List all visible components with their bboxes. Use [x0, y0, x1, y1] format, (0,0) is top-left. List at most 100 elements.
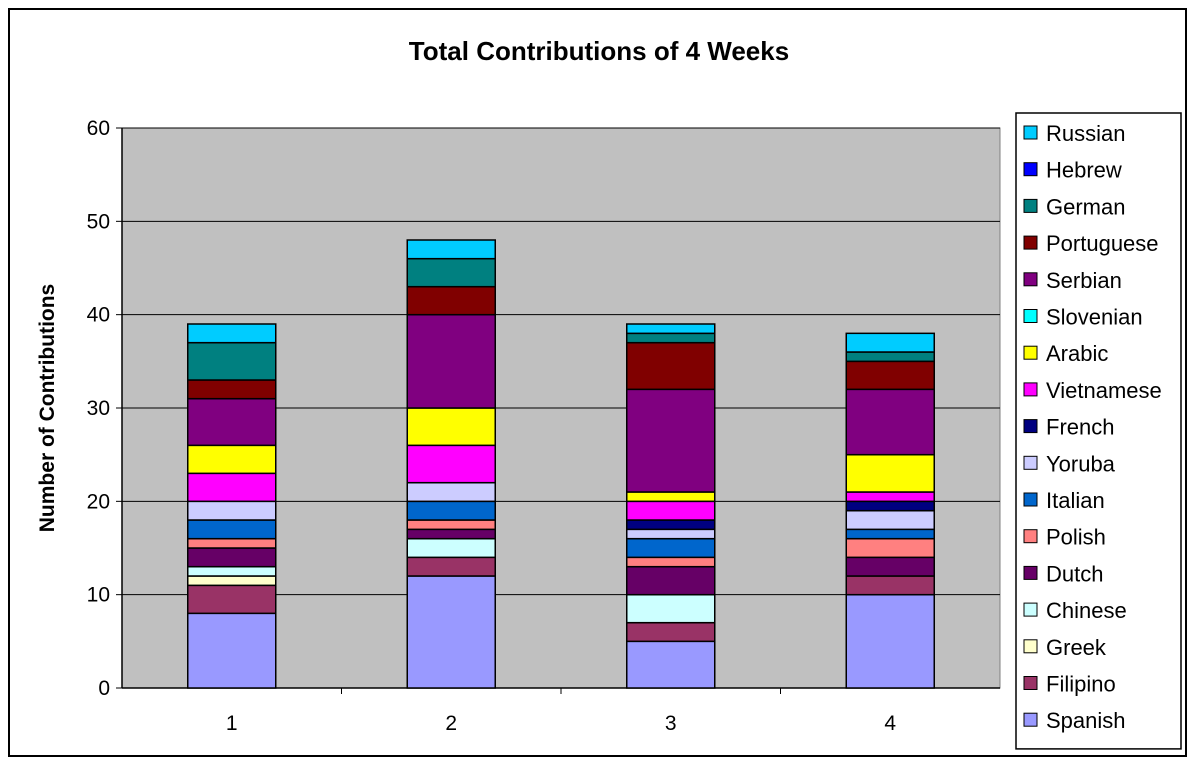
x-tick-label: 3 — [665, 712, 677, 735]
y-tick-label: 30 — [87, 397, 110, 420]
bar-segment-polish-week-4 — [845, 537, 935, 559]
legend-swatch-russian — [1023, 125, 1038, 140]
legend-swatch-chinese — [1023, 602, 1038, 617]
bar-segment-polish-week-3 — [626, 556, 716, 568]
bar-segment-spanish-week-4 — [845, 593, 935, 689]
legend-box — [1015, 112, 1182, 750]
bar-segment-arabic-week-3 — [626, 491, 716, 503]
bar-segment-filipino-week-1 — [187, 584, 277, 615]
bar-segment-german-week-2 — [406, 257, 496, 288]
legend-swatch-italian — [1023, 492, 1038, 507]
bar-segment-arabic-week-1 — [187, 444, 277, 475]
bar-segment-german-week-4 — [845, 351, 935, 363]
bar-segment-yoruba-week-4 — [845, 509, 935, 531]
bar-segment-spanish-week-3 — [626, 640, 716, 689]
y-tick-label: 40 — [87, 304, 110, 327]
bar-segment-dutch-week-3 — [626, 565, 716, 596]
legend-swatch-vietnamese — [1023, 382, 1038, 397]
bar-segment-filipino-week-2 — [406, 556, 496, 577]
bar-segment-yoruba-week-1 — [187, 500, 277, 521]
bar-segment-dutch-week-4 — [845, 556, 935, 577]
bar-segment-arabic-week-4 — [845, 453, 935, 493]
bar-segment-portuguese-week-3 — [626, 341, 716, 391]
y-tick-label: 10 — [87, 584, 110, 607]
bar-segment-filipino-week-4 — [845, 575, 935, 596]
bar-segment-italian-week-3 — [626, 537, 716, 559]
legend-label-chinese: Chinese — [1046, 598, 1127, 623]
bar-segment-portuguese-week-1 — [187, 379, 277, 400]
x-tick-label: 4 — [884, 712, 896, 735]
bar-segment-russian-week-3 — [626, 323, 716, 335]
legend-label-dutch: Dutch — [1046, 561, 1103, 586]
legend-swatch-yoruba — [1023, 455, 1038, 470]
legend-swatch-filipino — [1023, 676, 1038, 690]
bar-segment-chinese-week-3 — [626, 593, 716, 624]
legend-label-arabic: Arabic — [1046, 341, 1108, 366]
bar-segment-italian-week-2 — [406, 500, 496, 521]
y-tick-label: 50 — [87, 210, 110, 233]
x-tick-label: 1 — [226, 712, 238, 735]
bar-segment-vietnamese-week-3 — [626, 500, 716, 521]
bar-segment-french-week-4 — [845, 500, 935, 512]
bar-segment-chinese-week-1 — [187, 565, 277, 577]
legend-swatch-hebrew — [1023, 162, 1038, 177]
plot-area: 0 10 20 30 40 50 60 1 2 3 4 — [87, 117, 1001, 735]
legend-label-polish: Polish — [1046, 525, 1106, 550]
legend-swatch-serbian — [1023, 272, 1038, 287]
legend-swatch-spanish — [1023, 712, 1038, 727]
bar-segment-german-week-1 — [187, 341, 277, 381]
bar-segment-russian-week-4 — [845, 332, 935, 353]
legend-swatch-german — [1023, 198, 1038, 213]
legend-label-french: French — [1046, 415, 1114, 440]
bar-segment-arabic-week-2 — [406, 407, 496, 447]
bar-segment-polish-week-1 — [187, 537, 277, 549]
bar-segment-serbian-week-1 — [187, 397, 277, 447]
y-tick-label: 20 — [87, 490, 110, 513]
legend-label-filipino: Filipino — [1046, 672, 1116, 697]
legend-swatch-dutch — [1023, 565, 1038, 580]
bar-segment-serbian-week-4 — [845, 388, 935, 456]
bar-segment-chinese-week-2 — [406, 537, 496, 559]
legend-swatch-greek — [1023, 639, 1038, 654]
legend-label-spanish: Spanish — [1046, 708, 1126, 733]
legend-swatch-polish — [1023, 529, 1038, 544]
bar-segment-vietnamese-week-4 — [845, 491, 935, 503]
bar-segment-french-week-3 — [626, 519, 716, 531]
legend-label-portuguese: Portuguese — [1046, 231, 1159, 256]
legend-label-vietnamese: Vietnamese — [1046, 378, 1162, 403]
legend-swatch-portuguese — [1023, 235, 1038, 250]
bar-segment-portuguese-week-2 — [406, 285, 496, 316]
legend-label-italian: Italian — [1046, 488, 1105, 513]
legend: Russian Hebrew German Portuguese Serbian Slov… — [1015, 112, 1182, 750]
y-tick-label: 0 — [98, 677, 110, 700]
legend-swatch-french — [1023, 419, 1038, 434]
legend-label-greek: Greek — [1046, 635, 1107, 660]
legend-label-slovenian: Slovenian — [1046, 305, 1143, 330]
y-axis-label: Number of Contributions — [36, 284, 59, 532]
bar-segment-russian-week-1 — [187, 323, 277, 344]
bar-segment-german-week-3 — [626, 332, 716, 344]
bar-segment-spanish-week-2 — [406, 575, 496, 689]
bar-segment-polish-week-2 — [406, 519, 496, 531]
bar-segment-italian-week-4 — [845, 528, 935, 540]
bar-segment-dutch-week-1 — [187, 547, 277, 568]
bar-segment-greek-week-1 — [187, 575, 277, 587]
legend-label-russian: Russian — [1046, 121, 1125, 146]
y-tick-label: 60 — [87, 117, 110, 140]
stacked-bar-chart: Total Contributions of 4 Weeks Number of… — [36, 36, 1182, 750]
legend-swatch-slovenian — [1023, 309, 1038, 323]
bar-segment-serbian-week-2 — [406, 313, 496, 409]
bar-segment-serbian-week-3 — [626, 388, 716, 493]
bar-segment-yoruba-week-3 — [626, 528, 716, 540]
legend-label-yoruba: Yoruba — [1046, 451, 1116, 476]
bar-segment-portuguese-week-4 — [845, 360, 935, 391]
x-tick-label: 2 — [445, 712, 457, 735]
chart-frame: Total Contributions of 4 Weeks Number of… — [8, 8, 1187, 757]
bar-segment-vietnamese-week-1 — [187, 472, 277, 503]
legend-label-hebrew: Hebrew — [1046, 158, 1122, 183]
legend-swatch-arabic — [1023, 345, 1038, 360]
bar-segment-filipino-week-3 — [626, 621, 716, 643]
bar-segment-vietnamese-week-2 — [406, 444, 496, 484]
bar-segment-dutch-week-2 — [406, 528, 496, 540]
bar-segment-yoruba-week-2 — [406, 481, 496, 503]
